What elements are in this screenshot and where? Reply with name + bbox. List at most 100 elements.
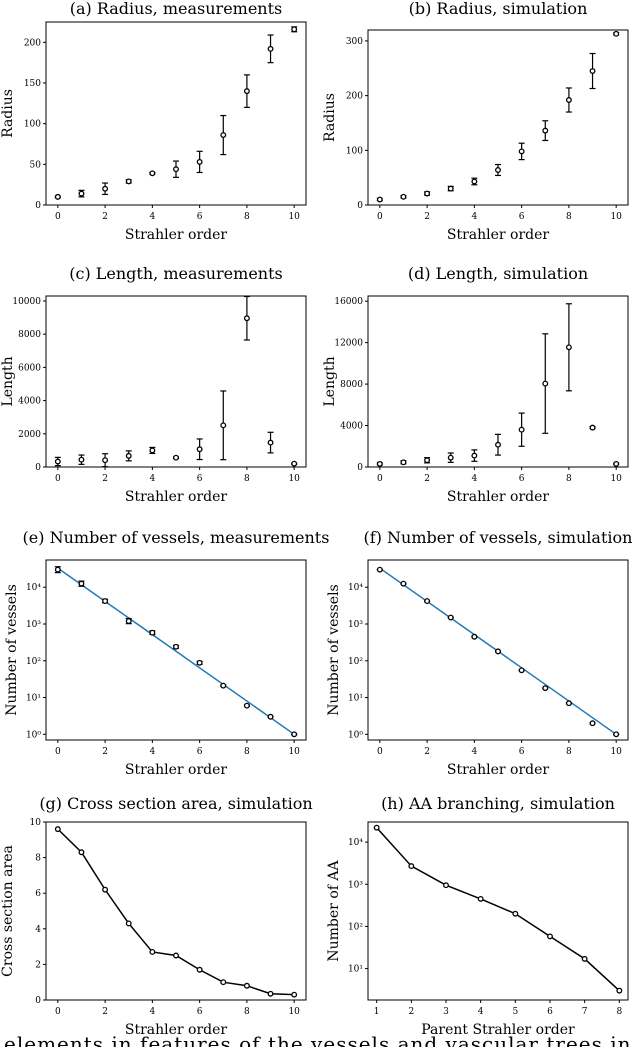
data-point (542, 127, 549, 134)
ytick-label: 10¹ (348, 694, 363, 704)
data-point (291, 460, 298, 467)
data-point (291, 26, 298, 33)
panel-e-fit-line (57, 567, 295, 735)
caption-text: elements in features of the vessels and … (4, 1032, 632, 1047)
data-point (196, 966, 203, 973)
panel-e-title: (e) Number of vessels, measurements (23, 528, 330, 547)
data-point (102, 598, 109, 605)
panel-b-frame (367, 29, 629, 206)
panel-b-ylabel: Radius (322, 93, 338, 142)
xtick-label: 5 (512, 1007, 518, 1017)
ytick-label: 0 (357, 463, 363, 473)
xtick-label: 4 (471, 747, 477, 757)
panel-h-xlabel: Parent Strahler order (421, 1022, 575, 1038)
ytick-label: 10² (348, 657, 363, 667)
data-point (495, 441, 501, 448)
ytick-label: 4000 (340, 422, 363, 432)
xtick-label: 6 (519, 747, 525, 757)
xtick-label: 4 (149, 1007, 155, 1017)
data-point (78, 190, 85, 197)
data-point (102, 886, 109, 893)
data-point (102, 457, 109, 464)
xtick-label: 8 (566, 212, 572, 222)
xtick-label: 8 (566, 747, 572, 757)
ytick-label: 10 (30, 818, 42, 828)
ytick-label: 2000 (18, 430, 41, 440)
xtick-label: 1 (374, 1007, 380, 1017)
xtick-label: 4 (478, 1007, 484, 1017)
ytick-label: 10⁴ (348, 583, 363, 593)
xtick-label: 2 (102, 1007, 108, 1017)
xtick-label: 2 (102, 747, 108, 757)
data-point (512, 910, 519, 917)
xtick-label: 6 (197, 747, 203, 757)
data-point (243, 982, 250, 989)
panel-f-ylabel: Number of vessels (326, 584, 342, 716)
data-point (589, 424, 596, 431)
xtick-label: 0 (377, 747, 383, 757)
data-point (54, 566, 61, 573)
data-point (267, 439, 274, 446)
data-point (589, 68, 596, 74)
ytick-label: 12000 (334, 339, 363, 349)
ytick-label: 300 (346, 37, 363, 47)
data-point (54, 193, 61, 200)
data-point (243, 315, 250, 322)
panel-g-xlabel: Strahler order (125, 1022, 228, 1038)
data-point (565, 344, 572, 351)
data-point (518, 667, 525, 674)
ytick-label: 0 (357, 201, 363, 211)
ytick-label: 10⁰ (348, 730, 363, 740)
data-point (54, 458, 61, 465)
data-point (125, 178, 132, 185)
data-point (243, 88, 250, 95)
data-point (267, 45, 274, 52)
xtick-label: 6 (519, 474, 525, 484)
ytick-label: 8 (35, 854, 41, 864)
xtick-label: 8 (566, 474, 572, 484)
panel-a-title: (a) Radius, measurements (70, 0, 283, 18)
data-point (376, 566, 383, 573)
panel-c-title: (c) Length, measurements (69, 264, 282, 283)
data-point (447, 454, 454, 461)
panel-g-frame (45, 821, 307, 1001)
panel-h: (h) AA branching, simulation 1 2 3 4 5 6 7 8 10¹ 1… (326, 794, 629, 1038)
ytick-label: 200 (346, 92, 363, 102)
data-point (149, 948, 156, 955)
ytick-label: 4 (35, 925, 41, 935)
data-point (424, 190, 431, 197)
data-point (78, 580, 85, 587)
data-point (173, 952, 179, 959)
ytick-label: 10⁴ (26, 583, 41, 593)
ytick-label: 10⁴ (348, 838, 363, 848)
data-point (149, 629, 156, 636)
xtick-label: 4 (149, 212, 155, 222)
ytick-label: 150 (24, 79, 41, 89)
panel-c-frame (45, 295, 307, 468)
panel-h-frame (367, 821, 629, 1001)
data-point (424, 598, 431, 605)
xtick-label: 2 (408, 1007, 414, 1017)
xtick-label: 8 (244, 474, 250, 484)
xtick-label: 8 (244, 212, 250, 222)
xtick-label: 4 (471, 474, 477, 484)
data-point (291, 991, 298, 998)
panel-c-xlabel: Strahler order (125, 489, 228, 505)
ytick-label: 100 (346, 146, 363, 156)
ytick-label: 10⁰ (26, 730, 41, 740)
data-point (613, 460, 620, 467)
data-point (613, 731, 620, 738)
ytick-label: 0 (35, 996, 41, 1006)
ytick-label: 0 (35, 201, 41, 211)
xtick-label: 10 (610, 212, 622, 222)
xtick-label: 10 (288, 212, 300, 222)
data-point (173, 643, 179, 650)
data-point (291, 731, 298, 738)
data-point (78, 849, 85, 856)
ytick-label: 100 (24, 120, 41, 130)
panel-f: (f) Number of vessels, simulation 0 2 4 6 8 10… (326, 528, 632, 778)
ytick-label: 10¹ (26, 694, 41, 704)
xtick-label: 2 (102, 212, 108, 222)
